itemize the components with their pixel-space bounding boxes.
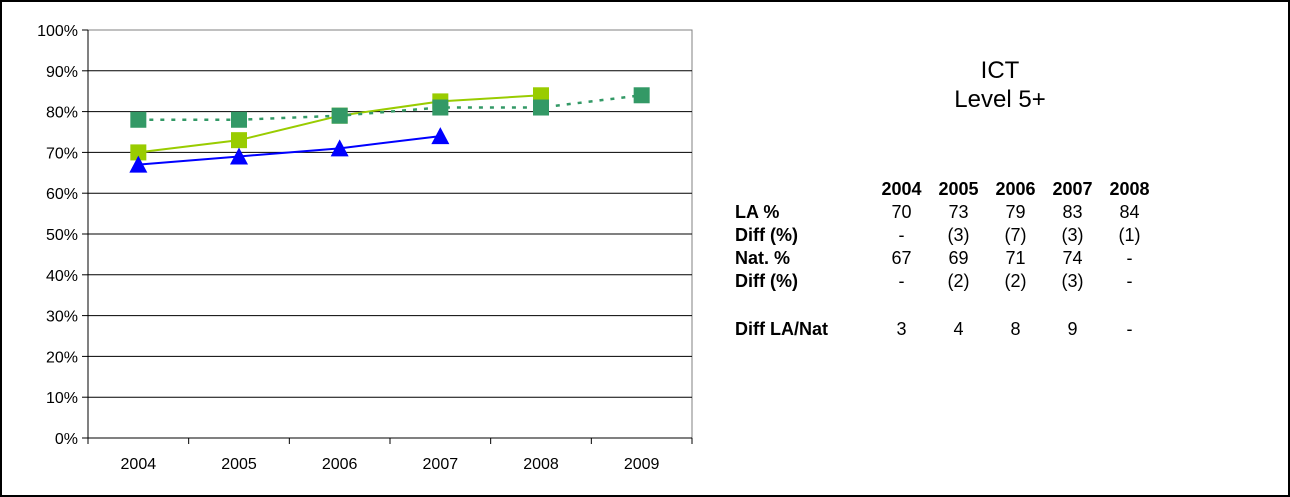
y-tick-label: 0% (55, 431, 78, 448)
table-row: Diff LA/Nat 3 4 8 9 - (720, 318, 1158, 341)
y-tick-label: 10% (46, 390, 78, 407)
table-cell: (3) (1061, 271, 1084, 291)
table-header-cell: 2008 (1109, 179, 1150, 199)
table-cell: (3) (1061, 225, 1084, 245)
y-tick-label: 40% (46, 268, 78, 285)
data-point (432, 99, 449, 116)
table-row: Nat. % 67 69 71 74 - (720, 247, 1158, 270)
data-point (331, 107, 348, 124)
series-line (138, 135, 441, 166)
y-tick-label: 50% (46, 227, 78, 244)
table-cell: 79 (1005, 202, 1026, 222)
data-point (533, 87, 549, 104)
table-header-cell: 2004 (881, 179, 922, 199)
data-point (130, 111, 147, 128)
title-line-2: Level 5+ (954, 86, 1046, 113)
y-tick-label: 60% (46, 186, 78, 203)
table-cell: 4 (953, 319, 964, 339)
y-tick-label: 20% (46, 349, 78, 366)
table-row: Diff (%) - (3) (7) (3) (1) (720, 224, 1158, 247)
row-label: Diff (%) (735, 225, 798, 245)
data-point (330, 139, 349, 157)
table-cell: 83 (1062, 202, 1083, 222)
table-cell: 71 (1005, 248, 1026, 268)
table-cell: - (898, 271, 905, 291)
data-point (533, 99, 549, 116)
gridlines (88, 70, 692, 398)
table-header-row: 2004 2005 2006 2007 2008 (720, 178, 1158, 201)
data-point (633, 87, 650, 104)
y-tick-label: 30% (46, 309, 78, 326)
y-tick-label: 100% (37, 23, 78, 40)
row-label: LA % (735, 202, 780, 222)
data-point (130, 144, 147, 161)
table-cell: - (1126, 319, 1133, 339)
table-header-cell: 2007 (1052, 179, 1093, 199)
summary-table: 2004 2005 2006 2007 2008 LA % 70 73 79 8… (720, 178, 1158, 341)
x-tick-label: 2004 (121, 456, 157, 473)
table-cell: 84 (1119, 202, 1140, 222)
data-point (230, 147, 248, 165)
data-point (231, 132, 247, 149)
table-cell: (2) (1004, 271, 1027, 291)
table-cell: (2) (947, 271, 970, 291)
data-point (231, 111, 247, 128)
table-cell: - (898, 225, 905, 245)
table-cell: - (1126, 248, 1133, 268)
series-2 (129, 127, 450, 173)
y-tick-label: 90% (46, 64, 78, 81)
table-cell: (7) (1004, 225, 1027, 245)
table-cell: - (1126, 271, 1133, 291)
table-cell: 73 (948, 202, 969, 222)
x-tick-label: 2007 (423, 456, 459, 473)
series-line (138, 94, 642, 122)
chart-title: ICT Level 5+ (880, 56, 1120, 114)
table-row: Diff (%) - (2) (2) (3) - (720, 270, 1158, 293)
table-corner-cell (720, 178, 873, 201)
table-cell: 74 (1062, 248, 1083, 268)
series-3 (130, 87, 650, 128)
table-cell: 9 (1067, 319, 1078, 339)
data-point (129, 155, 148, 173)
table-row: LA % 70 73 79 83 84 (720, 201, 1158, 224)
table-cell: 67 (891, 248, 912, 268)
table-header-cell: 2005 (938, 179, 979, 199)
table-cell: 3 (896, 319, 907, 339)
x-tick-label: 2008 (523, 456, 559, 473)
x-tick-label: 2009 (624, 456, 660, 473)
table-cell: 8 (1010, 319, 1021, 339)
table-header-cell: 2006 (995, 179, 1036, 199)
y-tick-label: 70% (46, 145, 78, 162)
table-cell: 69 (948, 248, 969, 268)
table-cell: 70 (891, 202, 912, 222)
row-label: Diff LA/Nat (735, 319, 828, 339)
y-tick-label: 80% (46, 105, 78, 122)
row-label: Nat. % (735, 248, 791, 268)
series-layer (129, 87, 650, 173)
x-tick-label: 2005 (221, 456, 257, 473)
table-spacer-row (720, 293, 1158, 318)
x-axis-ticks: 2004 2005 2006 2007 2008 2009 (87, 438, 693, 473)
data-point (431, 127, 450, 145)
x-tick-label: 2006 (322, 456, 358, 473)
table-cell: (3) (947, 225, 970, 245)
title-line-1: ICT (980, 57, 1020, 84)
table-cell: (1) (1118, 225, 1141, 245)
y-axis-ticks: 0% 10% 20% 30% 40% 50% 60% 70% 80% 90% 100% (37, 23, 88, 448)
row-label: Diff (%) (735, 271, 798, 291)
